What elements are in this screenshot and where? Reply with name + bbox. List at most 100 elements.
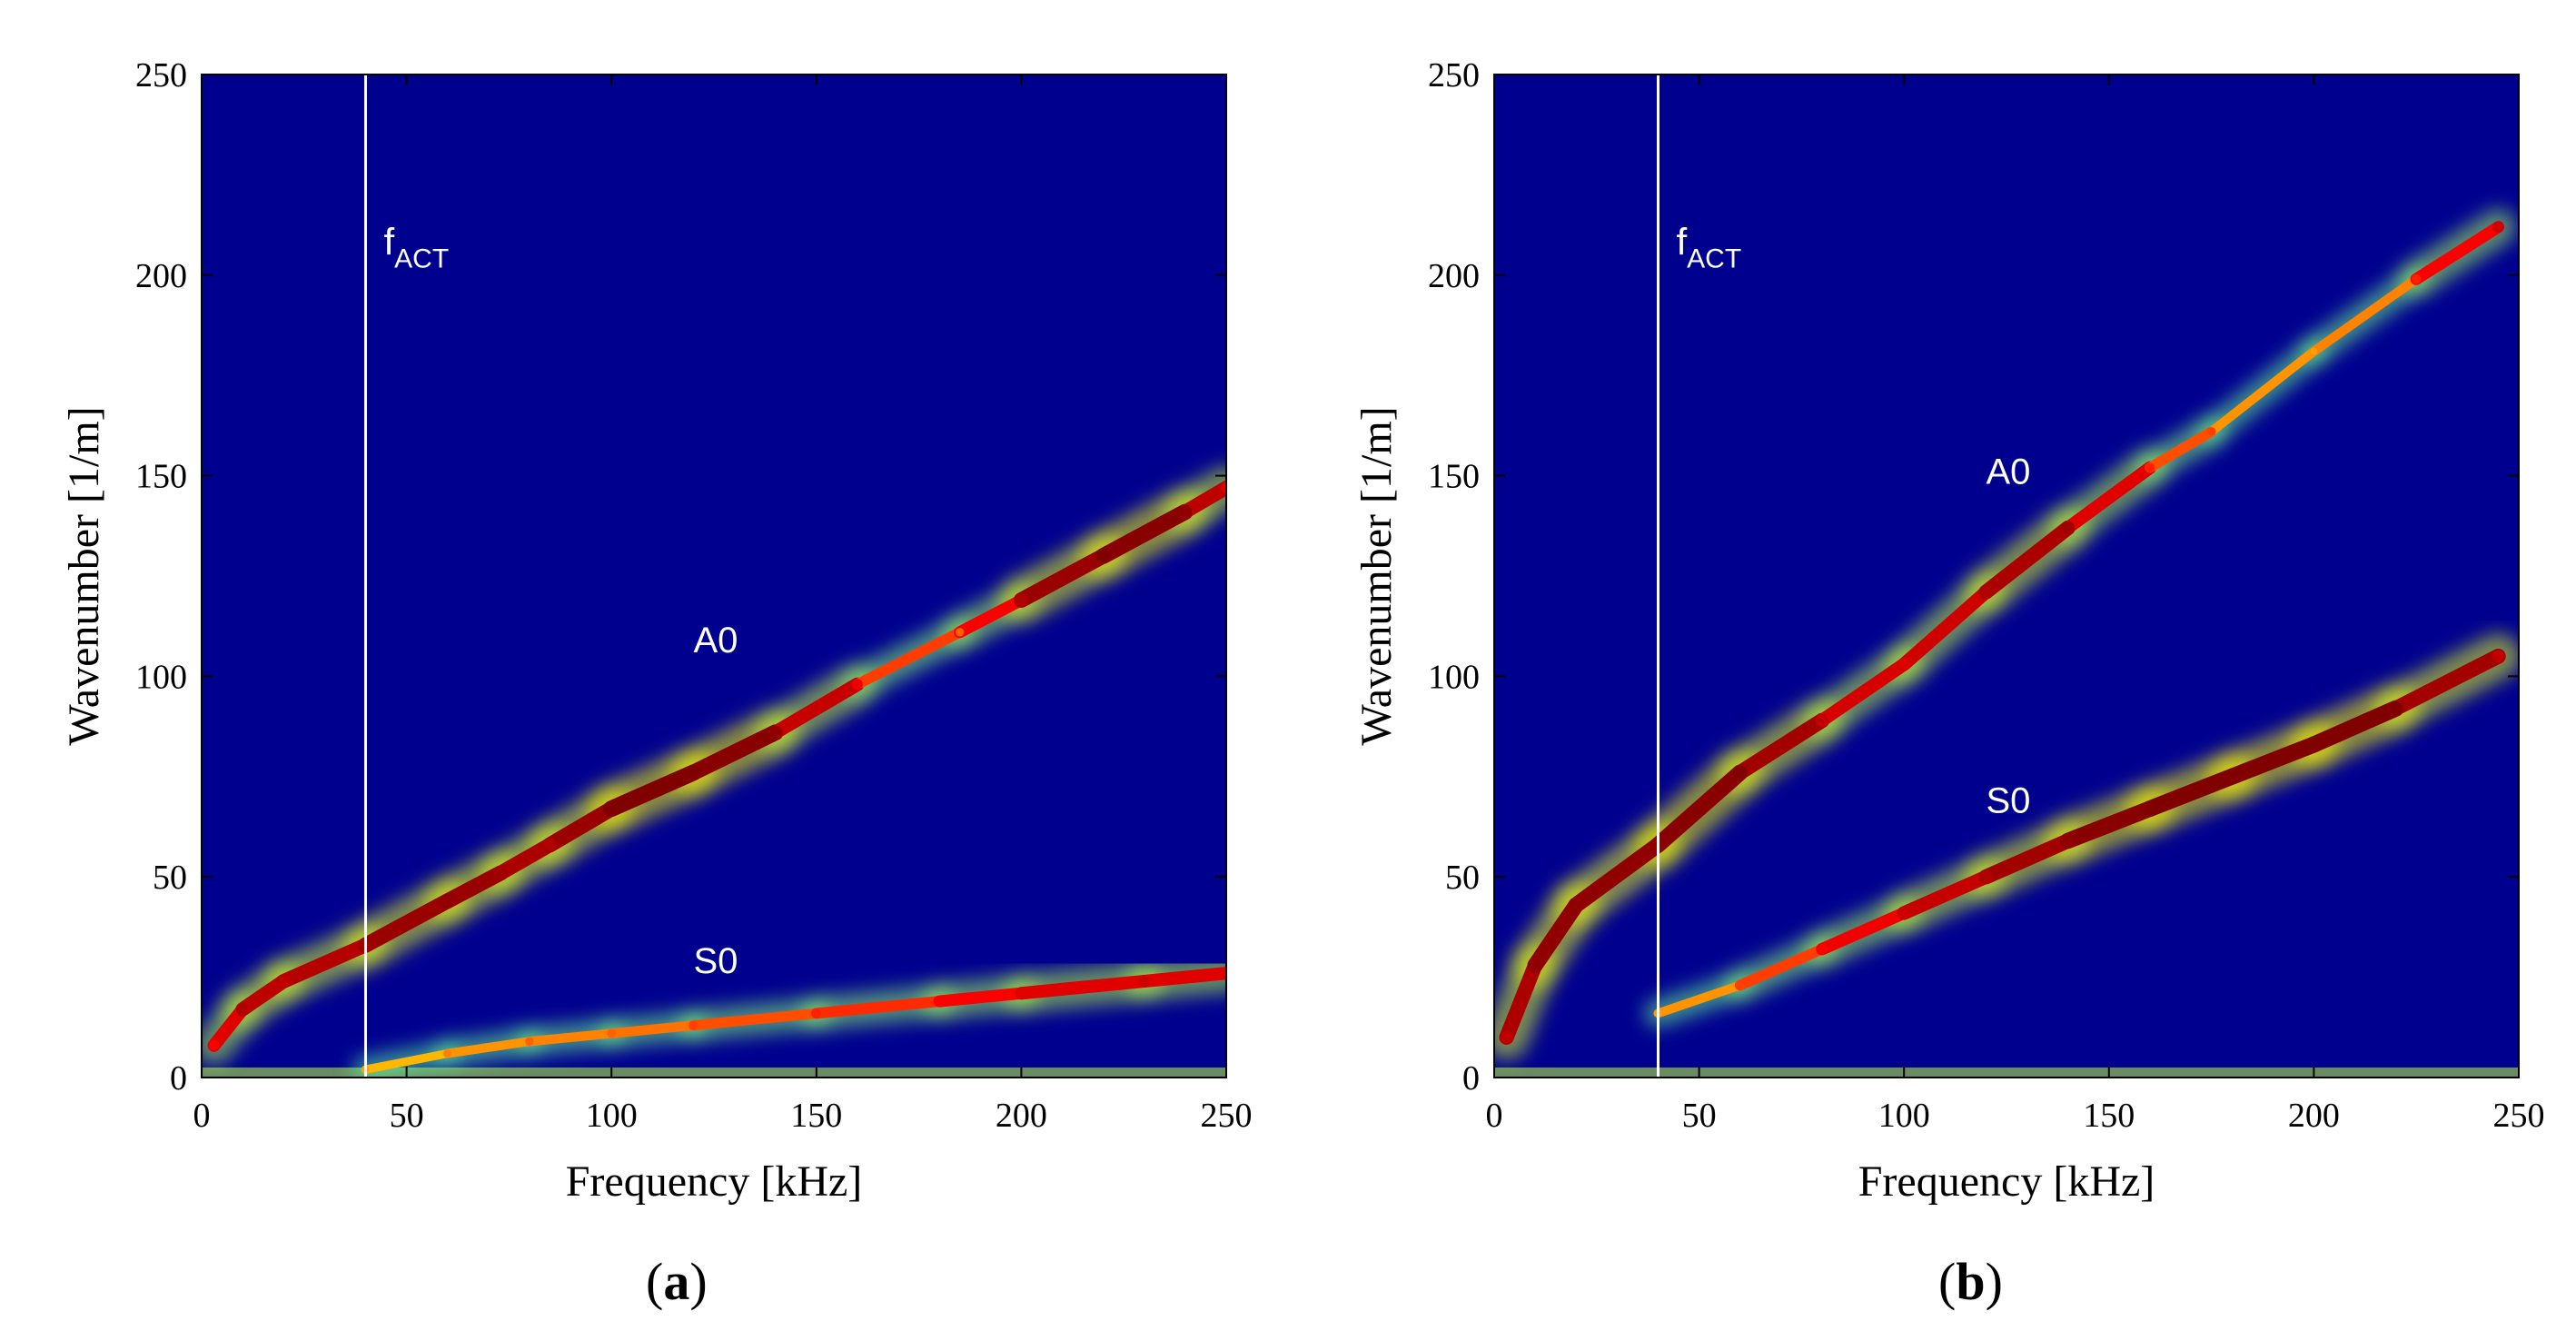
- baseline-band: [1494, 1067, 2519, 1077]
- ridge-segment: [2141, 768, 2241, 818]
- y-tick-label: 200: [1428, 257, 1480, 295]
- ridge-segment: [2309, 274, 2422, 356]
- ridge-segment: [2061, 461, 2156, 535]
- ridge-point: [852, 679, 863, 690]
- ridge-point: [768, 725, 783, 740]
- ridge-point: [811, 1008, 822, 1018]
- ridge-point: [525, 1037, 534, 1046]
- mode-ridge-a0: [202, 466, 1226, 1066]
- mode-ridge-a0: [1494, 208, 2517, 1060]
- ridge-point: [2310, 347, 2318, 355]
- x-tick-label: 50: [390, 1097, 424, 1135]
- ridge-segment: [2305, 700, 2404, 753]
- ridge-point: [1220, 967, 1226, 979]
- heatmap-panel-b: fACT A0 S0 0 50 100 150 200 250 0 50 100 150 200 2…: [1352, 56, 2545, 1311]
- ridge-segment: [2224, 736, 2323, 785]
- y-tick-label: 250: [1428, 56, 1480, 94]
- mode-label-a0: A0: [693, 621, 738, 661]
- ridge-segment: [358, 893, 456, 953]
- ridge-point: [1817, 944, 1828, 955]
- x-tick-label: 250: [1201, 1097, 1253, 1135]
- ridge-point: [2306, 737, 2322, 752]
- ridge-point: [2061, 521, 2076, 535]
- ridge-point: [493, 866, 508, 880]
- ridge-point: [208, 1040, 220, 1051]
- ridge-segment: [852, 626, 966, 690]
- mode-label-a0: A0: [1986, 452, 2030, 492]
- ridge-point: [686, 765, 701, 780]
- y-tick-label: 150: [135, 458, 187, 496]
- ridge-segment: [1178, 481, 1226, 520]
- ridge-point: [2411, 273, 2422, 284]
- ridge-segment: [768, 677, 865, 740]
- ridge-segment: [954, 593, 1027, 639]
- mode-ridge-s0: [352, 953, 1226, 1078]
- plot-frame: [201, 74, 1227, 1078]
- y-tick-label: 250: [135, 56, 187, 94]
- y-tick-label: 0: [1462, 1059, 1480, 1098]
- ridge-segment: [235, 974, 292, 1017]
- ridge-point: [607, 1028, 616, 1038]
- y-tick-label: 200: [135, 257, 187, 295]
- ridge-segment: [933, 987, 1027, 1008]
- ridge-point: [441, 893, 455, 909]
- ridge-point: [1569, 898, 1583, 912]
- y-axis-title: Wavenumber [1/m]: [60, 406, 108, 745]
- ridge-point: [1178, 504, 1193, 520]
- ridge-segment: [1015, 974, 1151, 1000]
- ridge-segment: [1137, 967, 1226, 988]
- y-tick-label: 100: [135, 658, 187, 696]
- ridge-point: [1979, 870, 1993, 884]
- y-tick-label: 0: [170, 1059, 187, 1098]
- x-axis-title: Frequency [kHz]: [566, 1157, 863, 1206]
- ridge-point: [277, 975, 291, 988]
- ridge-segment: [606, 1020, 698, 1038]
- f-act-label: fACT: [383, 221, 449, 274]
- ridge-segment: [1897, 585, 1993, 671]
- ridge-point: [1138, 975, 1151, 988]
- ridge-segment: [1978, 833, 2076, 885]
- y-tick-label: 50: [153, 859, 187, 897]
- x-tick-label: 100: [586, 1097, 638, 1135]
- ridge-segment: [688, 1008, 822, 1031]
- y-axis-ticks: 0 50 100 150 200 250: [1428, 56, 2519, 1098]
- ridge-point: [1015, 593, 1028, 607]
- mode-ridge-s0: [1643, 633, 2519, 1028]
- x-tick-label: 150: [790, 1097, 842, 1135]
- ridge-point: [2492, 650, 2505, 663]
- ridge-segment: [1815, 657, 1911, 728]
- ridge-point: [2145, 462, 2155, 473]
- ridge-segment: [810, 996, 946, 1019]
- ridge-segment: [2059, 800, 2158, 849]
- ridge-segment: [1095, 503, 1194, 564]
- ridge-segment: [2206, 346, 2319, 436]
- ridge-segment: [2145, 426, 2217, 473]
- x-axis-title: Frequency [kHz]: [1858, 1157, 2155, 1206]
- ridge-point: [934, 996, 945, 1007]
- x-tick-label: 50: [1682, 1097, 1717, 1135]
- mode-ridges: [202, 466, 1226, 1078]
- x-tick-label: 100: [1878, 1097, 1930, 1135]
- ridge-point: [1528, 958, 1542, 973]
- ridge-segment: [1734, 943, 1828, 991]
- x-tick-label: 150: [2083, 1097, 2135, 1135]
- ridge-point: [1016, 988, 1027, 999]
- ridge-point: [2224, 769, 2240, 784]
- ridge-point: [956, 628, 965, 637]
- x-axis-ticks: 0 50 100 150 200 250: [193, 74, 1253, 1135]
- ridge-point: [1898, 658, 1910, 670]
- baseline-band: [202, 1067, 1226, 1077]
- ridge-point: [2142, 801, 2157, 817]
- ridge-segment: [361, 1048, 452, 1074]
- ridge-segment: [1568, 837, 1667, 913]
- ridge-segment: [1816, 907, 1910, 956]
- x-axis-ticks: 0 50 100 150 200 250: [1486, 74, 2545, 1135]
- y-axis-ticks: 0 50 100 150 200 250: [135, 56, 1226, 1098]
- f-act-label: fACT: [1676, 221, 1741, 274]
- ridge-segment: [440, 865, 509, 909]
- ridge-point: [1732, 765, 1748, 780]
- y-tick-label: 100: [1428, 658, 1480, 696]
- x-tick-label: 0: [193, 1097, 211, 1135]
- ridge-segment: [2388, 649, 2506, 717]
